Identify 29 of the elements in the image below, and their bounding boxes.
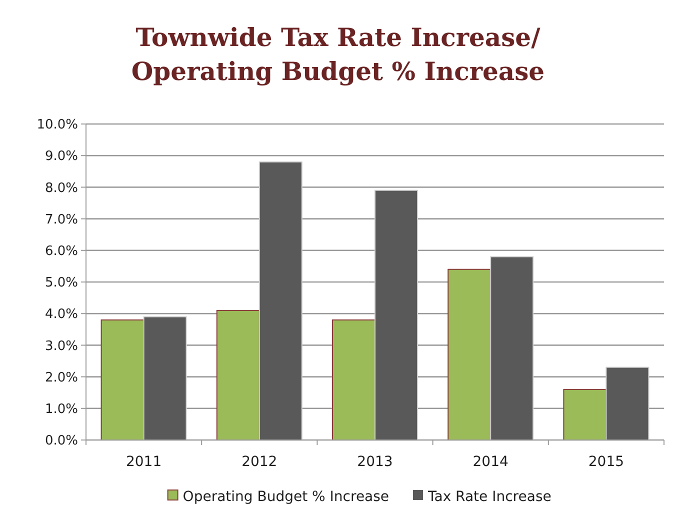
y-tick-label: 10.0% [36, 118, 78, 133]
x-tick-label: 2012 [242, 454, 278, 470]
y-tick-label: 3.0% [44, 338, 78, 354]
bar [332, 319, 376, 440]
chart-title: Townwide Tax Rate Increase/ Operating Budget % Increase [131, 23, 545, 86]
y-tick-label: 0.0% [44, 434, 78, 449]
y-tick-label: 6.0% [44, 244, 78, 259]
y-tick-label: 9.0% [44, 149, 78, 164]
bar [448, 268, 492, 440]
bar [374, 190, 418, 440]
y-tick-label: 5.0% [44, 276, 78, 291]
legend-label: Operating Budget % Increase [182, 488, 390, 505]
bar [490, 256, 534, 440]
bar [563, 388, 607, 440]
bar [258, 161, 302, 440]
y-tick-label: 1.0% [44, 402, 78, 417]
y-tick-label: 8.0% [44, 180, 78, 196]
x-tick-label: 2011 [126, 454, 162, 470]
bar [606, 366, 650, 440]
y-tick-label: 4.0% [44, 307, 78, 322]
x-tick-label: 2013 [357, 454, 393, 470]
y-tick-label: 2.0% [44, 370, 78, 386]
bar [143, 316, 187, 440]
bar [216, 310, 260, 440]
bar [100, 319, 144, 440]
legend-label: Tax Rate Increase [427, 488, 552, 505]
x-tick-label: 2015 [588, 454, 624, 470]
y-tick-label: 7.0% [44, 212, 78, 228]
x-tick-label: 2014 [472, 454, 508, 470]
